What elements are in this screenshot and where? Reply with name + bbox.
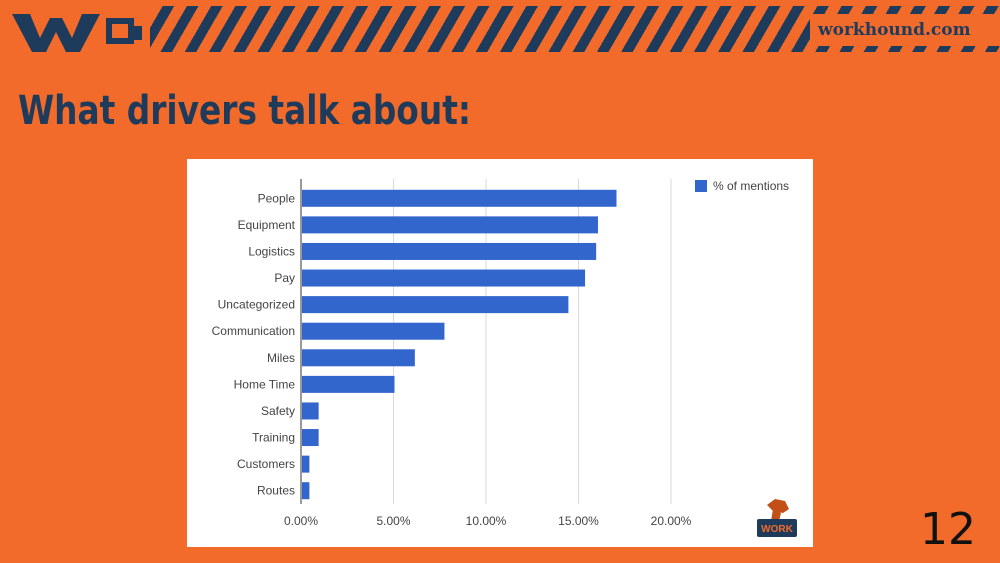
bar-chart: People Equipment Logistics Pay Uncategorized… <box>212 179 797 537</box>
bar-pay <box>302 269 586 287</box>
legend-label: % of mentions <box>713 179 789 193</box>
category-label: Communication <box>212 324 295 338</box>
legend-swatch <box>695 180 707 192</box>
header-band: workhound.com <box>0 0 1000 60</box>
category-label: Customers <box>237 457 295 471</box>
bar-safety <box>302 402 319 420</box>
x-tick-label: 5.00% <box>376 514 410 528</box>
category-label: Equipment <box>238 218 296 232</box>
category-label: Pay <box>274 271 295 285</box>
chart-bars <box>302 189 617 500</box>
bar-uncategorized <box>302 296 569 314</box>
category-label: People <box>258 191 296 205</box>
category-label: Home Time <box>234 377 296 391</box>
x-tick-label: 0.00% <box>284 514 318 528</box>
category-label: Logistics <box>248 244 295 258</box>
bar-routes <box>302 482 310 500</box>
chart-category-labels: People Equipment Logistics Pay Uncategorized… <box>212 191 296 497</box>
slide-title: What drivers talk about: <box>18 88 471 134</box>
bar-people <box>302 189 617 207</box>
page-number: 12 <box>920 504 976 555</box>
category-label: Training <box>252 431 295 445</box>
bar-logistics <box>302 242 597 260</box>
bar-training <box>302 429 319 447</box>
bar-customers <box>302 455 310 473</box>
category-label: Miles <box>267 351 295 365</box>
bar-home-time <box>302 375 395 393</box>
category-label: Uncategorized <box>218 298 295 312</box>
bar-miles <box>302 349 415 367</box>
chart-card: People Equipment Logistics Pay Uncategorized… <box>187 159 813 547</box>
site-url[interactable]: workhound.com <box>810 14 1000 46</box>
bar-communication <box>302 322 445 340</box>
category-label: Safety <box>261 404 295 418</box>
chart-legend: % of mentions <box>695 179 789 193</box>
corner-logo-text: WORK <box>761 524 793 535</box>
workhound-dog-logo-icon: WORK <box>757 499 797 537</box>
category-label: Routes <box>257 484 295 498</box>
x-tick-label: 10.00% <box>466 514 507 528</box>
workhound-logo-icon <box>12 14 142 52</box>
x-tick-label: 20.00% <box>651 514 692 528</box>
x-tick-label: 15.00% <box>558 514 599 528</box>
bar-equipment <box>302 216 598 234</box>
chart-x-tick-labels: 0.00% 5.00% 10.00% 15.00% 20.00% <box>284 514 692 528</box>
